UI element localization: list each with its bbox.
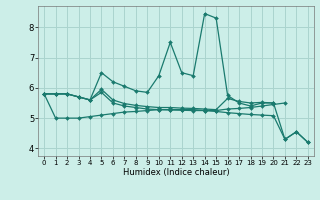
X-axis label: Humidex (Indice chaleur): Humidex (Indice chaleur) xyxy=(123,168,229,177)
